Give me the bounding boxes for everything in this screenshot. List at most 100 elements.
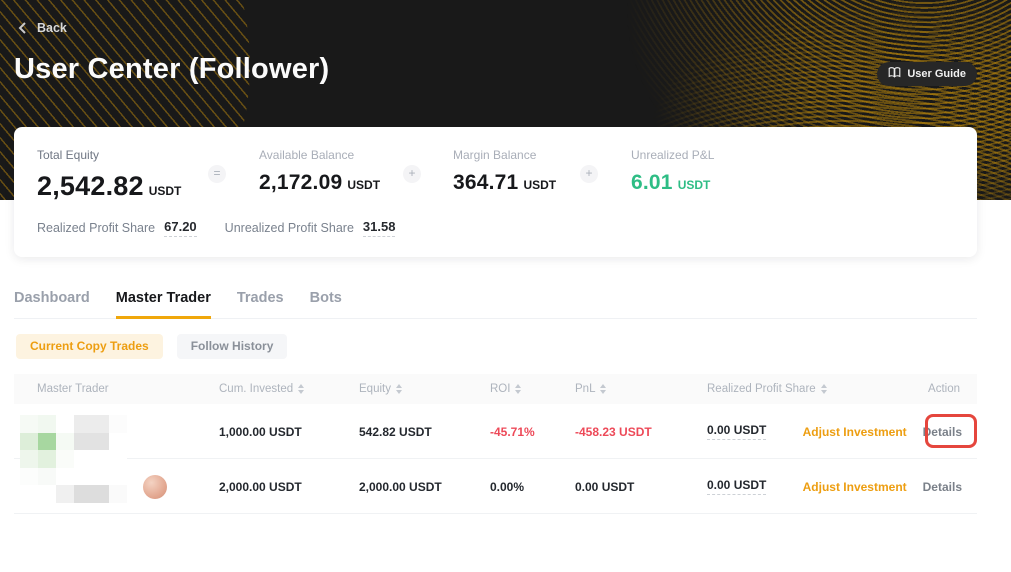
tab-master-trader[interactable]: Master Trader bbox=[115, 290, 211, 319]
sort-icon[interactable] bbox=[600, 384, 607, 394]
stat-total-equity: Total Equity 2,542.82 USDT bbox=[37, 148, 181, 202]
mosaic-cell bbox=[91, 432, 110, 451]
stat-value: 364.71 bbox=[453, 171, 519, 194]
mosaic-cell bbox=[73, 415, 92, 433]
stat-value: 6.01 bbox=[631, 171, 673, 194]
mosaic-cell bbox=[109, 467, 127, 486]
stat-value: 2,172.09 bbox=[259, 171, 343, 194]
tab-bots[interactable]: Bots bbox=[309, 290, 342, 306]
stat-unit: USDT bbox=[523, 178, 557, 192]
mosaic-cell bbox=[109, 450, 127, 468]
main-tabs: Dashboard Master Trader Trades Bots bbox=[14, 290, 977, 319]
profit-share-label: Realized Profit Share bbox=[37, 221, 156, 235]
col-realized-profit-share: Realized Profit Share bbox=[707, 374, 827, 404]
details-link[interactable]: Details bbox=[922, 424, 962, 439]
mosaic-cell bbox=[55, 432, 74, 451]
user-guide-label: User Guide bbox=[907, 68, 966, 80]
stat-label: Unrealized P&L bbox=[631, 148, 715, 162]
col-equity: Equity bbox=[359, 374, 402, 404]
cell-roi: 0.00% bbox=[490, 479, 525, 494]
mosaic-cell bbox=[55, 450, 74, 468]
mosaic-cell bbox=[55, 485, 74, 503]
mosaic-cell bbox=[37, 450, 56, 468]
plus-icon: + bbox=[580, 165, 598, 183]
mosaic-cell bbox=[37, 432, 56, 451]
unrealized-profit-share: Unrealized Profit Share 31.58 bbox=[225, 219, 396, 237]
censored-trader-identity bbox=[20, 415, 127, 503]
profit-share-label: Unrealized Profit Share bbox=[224, 221, 354, 235]
row-actions: Adjust Investment Details bbox=[803, 404, 962, 459]
sort-icon[interactable] bbox=[515, 384, 522, 394]
chevron-left-icon bbox=[17, 22, 28, 34]
profit-share-value[interactable]: 67.20 bbox=[164, 219, 197, 237]
mosaic-cell bbox=[109, 432, 127, 451]
subtab-current-copy-trades[interactable]: Current Copy Trades bbox=[16, 334, 163, 359]
mosaic-cell bbox=[73, 485, 92, 503]
profit-share-value[interactable]: 31.58 bbox=[362, 219, 396, 237]
mosaic-cell bbox=[73, 467, 92, 486]
mosaic-cell bbox=[91, 485, 110, 503]
sort-icon[interactable] bbox=[298, 384, 305, 394]
tab-trades[interactable]: Trades bbox=[236, 290, 284, 306]
stat-unit: USDT bbox=[677, 178, 711, 192]
stat-available-balance: Available Balance 2,172.09 USDT bbox=[259, 148, 380, 195]
trader-avatar[interactable] bbox=[143, 475, 167, 499]
col-pnl: PnL bbox=[575, 374, 607, 404]
subtab-follow-history[interactable]: Follow History bbox=[176, 334, 288, 359]
equals-icon: = bbox=[208, 165, 226, 183]
mosaic-cell bbox=[55, 467, 74, 486]
cell-pnl: -458.23 USDT bbox=[575, 424, 652, 439]
table-body: 1,000.00 USDT 542.82 USDT -45.71% -458.2… bbox=[14, 404, 977, 514]
table-row: 2,000.00 USDT 2,000.00 USDT 0.00% 0.00 U… bbox=[14, 459, 977, 514]
cell-cum-invested: 1,000.00 USDT bbox=[219, 424, 302, 439]
stat-value: 2,542.82 bbox=[37, 171, 144, 201]
cell-realized-profit-share: 0.00 USDT bbox=[707, 459, 767, 514]
book-icon bbox=[888, 67, 901, 81]
profit-share-row: Realized Profit Share 67.20 Unrealized P… bbox=[37, 219, 396, 237]
mosaic-cell bbox=[37, 467, 56, 486]
cell-equity: 2,000.00 USDT bbox=[359, 479, 442, 494]
copy-trades-table: Master Trader Cum. Invested Equity ROI P… bbox=[14, 374, 977, 514]
col-action: Action bbox=[928, 383, 960, 395]
mosaic-cell bbox=[91, 415, 110, 433]
page-title: User Center (Follower) bbox=[14, 53, 330, 85]
tab-dashboard[interactable]: Dashboard bbox=[14, 290, 90, 306]
cell-pnl: 0.00 USDT bbox=[575, 479, 635, 494]
stat-unit: USDT bbox=[347, 178, 381, 192]
adjust-investment-link[interactable]: Adjust Investment bbox=[802, 424, 907, 439]
mosaic-cell bbox=[73, 450, 92, 468]
cell-roi: -45.71% bbox=[490, 424, 535, 439]
sort-icon[interactable] bbox=[395, 384, 402, 394]
adjust-investment-link[interactable]: Adjust Investment bbox=[802, 479, 907, 494]
back-label: Back bbox=[37, 21, 67, 35]
mosaic-cell bbox=[20, 467, 38, 486]
mosaic-cell bbox=[73, 432, 92, 451]
details-link[interactable]: Details bbox=[922, 479, 962, 494]
mosaic-cell bbox=[37, 415, 56, 433]
col-cum-invested: Cum. Invested bbox=[219, 374, 305, 404]
equity-summary-card: Total Equity 2,542.82 USDT = Available B… bbox=[14, 127, 977, 257]
mosaic-cell bbox=[20, 415, 38, 433]
mosaic-cell bbox=[55, 415, 74, 433]
mosaic-cell bbox=[20, 485, 38, 503]
stat-label: Total Equity bbox=[37, 148, 100, 162]
stat-label: Margin Balance bbox=[453, 148, 537, 162]
cell-realized-profit-share: 0.00 USDT bbox=[707, 404, 767, 459]
sub-tabs: Current Copy Trades Follow History bbox=[16, 334, 288, 359]
stat-unrealized-pnl: Unrealized P&L 6.01 USDT bbox=[631, 148, 714, 195]
mosaic-cell bbox=[91, 467, 110, 486]
user-guide-button[interactable]: User Guide bbox=[877, 62, 977, 86]
realized-profit-share: Realized Profit Share 67.20 bbox=[37, 219, 197, 237]
mosaic-cell bbox=[109, 415, 127, 433]
col-roi: ROI bbox=[490, 374, 522, 404]
sort-icon[interactable] bbox=[820, 384, 827, 394]
mosaic-cell bbox=[37, 485, 56, 503]
stat-margin-balance: Margin Balance 364.71 USDT bbox=[453, 148, 556, 195]
mosaic-cell bbox=[109, 485, 127, 503]
back-button[interactable]: Back bbox=[17, 21, 67, 35]
table-row: 1,000.00 USDT 542.82 USDT -45.71% -458.2… bbox=[14, 404, 977, 459]
stat-unit: USDT bbox=[148, 184, 182, 198]
table-header: Master Trader Cum. Invested Equity ROI P… bbox=[14, 374, 977, 404]
mosaic-cell bbox=[20, 432, 38, 451]
cell-equity: 542.82 USDT bbox=[359, 424, 432, 439]
